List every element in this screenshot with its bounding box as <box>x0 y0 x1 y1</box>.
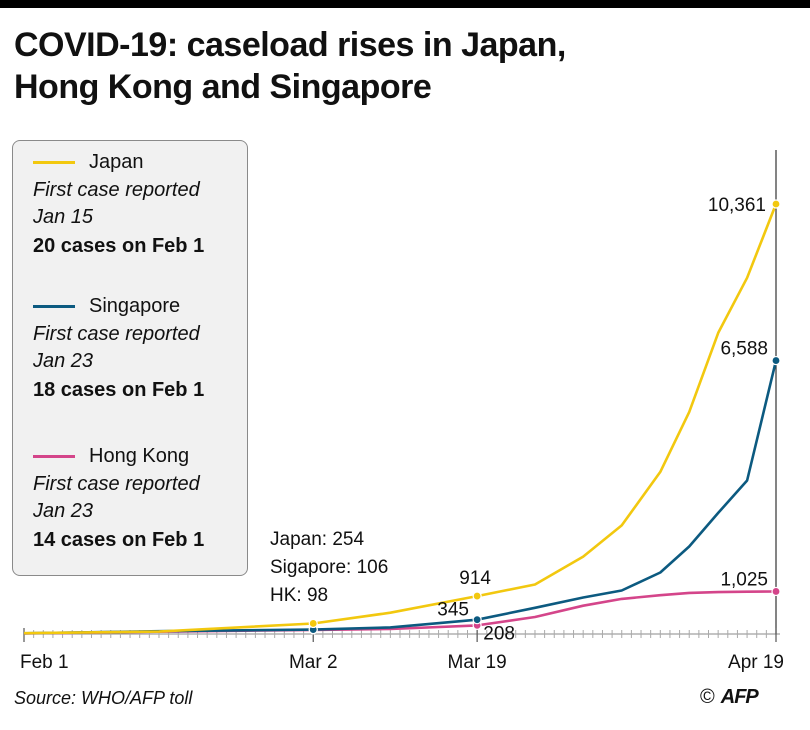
legend-note-japan: First case reported <box>33 179 200 201</box>
legend-entry-japan: Japan First case reported Jan 15 20 case… <box>33 147 247 261</box>
legend-count-japan: 20 cases on Feb 1 <box>33 235 205 257</box>
legend-note-singapore: First case reported <box>33 323 200 345</box>
legend-swatch-japan <box>33 160 75 164</box>
legend-date-japan: Jan 15 <box>33 206 94 228</box>
point-singapore-2020-04-19 <box>771 355 781 366</box>
data-label-hong-kong-2020-03-19: 208 <box>483 623 515 644</box>
x-tick-label-feb-1: Feb 1 <box>20 652 69 673</box>
title-line-1: COVID-19: caseload rises in Japan, <box>14 26 566 64</box>
top-bar <box>0 0 810 8</box>
legend-entry-hong-kong: Hong Kong First case reported Jan 23 14 … <box>33 441 247 555</box>
data-label-japan-2020-03-19: 914 <box>459 568 491 589</box>
annotation-mar2-line-2: Sigapore: 106 <box>270 557 388 578</box>
chart-title: COVID-19: caseload rises in Japan, Hong … <box>14 24 794 108</box>
data-label-singapore-2020-03-19: 345 <box>437 600 469 621</box>
legend: Japan First case reported Jan 15 20 case… <box>12 140 248 576</box>
x-tick-label-mar-19: Mar 19 <box>448 652 507 673</box>
data-label-japan-2020-04-19: 10,361 <box>708 195 766 216</box>
point-hong-kong-2020-04-19 <box>771 586 781 597</box>
point-japan-2020-04-19 <box>771 199 781 209</box>
legend-count-hong-kong: 14 cases on Feb 1 <box>33 529 205 551</box>
annotation-mar2-line-3: HK: 98 <box>270 585 328 606</box>
legend-count-singapore: 18 cases on Feb 1 <box>33 379 205 401</box>
annotation-mar2-line-1: Japan: 254 <box>270 529 364 550</box>
legend-date-hong-kong: Jan 23 <box>33 500 94 522</box>
x-tick-label-mar-2: Mar 2 <box>289 652 338 673</box>
legend-name-singapore: Singapore <box>89 294 181 317</box>
title-line-2: Hong Kong and Singapore <box>14 68 432 106</box>
legend-swatch-hong-kong <box>33 454 75 458</box>
source-note: Source: WHO/AFP toll <box>14 688 193 708</box>
afp-credit: © AFP <box>700 686 759 709</box>
data-label-hong-kong-2020-04-19: 1,025 <box>720 569 768 590</box>
point-japan-2020-03-02 <box>308 618 318 629</box>
afp-logo: AFP <box>720 686 759 708</box>
legend-entry-singapore: Singapore First case reported Jan 23 18 … <box>33 291 247 405</box>
copyright-symbol: © <box>700 686 715 708</box>
series-line-singapore <box>23 360 778 635</box>
legend-name-japan: Japan <box>89 150 144 173</box>
legend-date-singapore: Jan 23 <box>33 350 94 372</box>
data-label-singapore-2020-04-19: 6,588 <box>720 339 768 360</box>
x-tick-label-apr-19: Apr 19 <box>728 652 784 673</box>
legend-name-hong-kong: Hong Kong <box>89 444 190 467</box>
legend-swatch-singapore <box>33 304 75 308</box>
point-japan-2020-03-19 <box>472 591 482 601</box>
legend-note-hong-kong: First case reported <box>33 473 200 495</box>
point-singapore-2020-03-19 <box>472 615 482 625</box>
